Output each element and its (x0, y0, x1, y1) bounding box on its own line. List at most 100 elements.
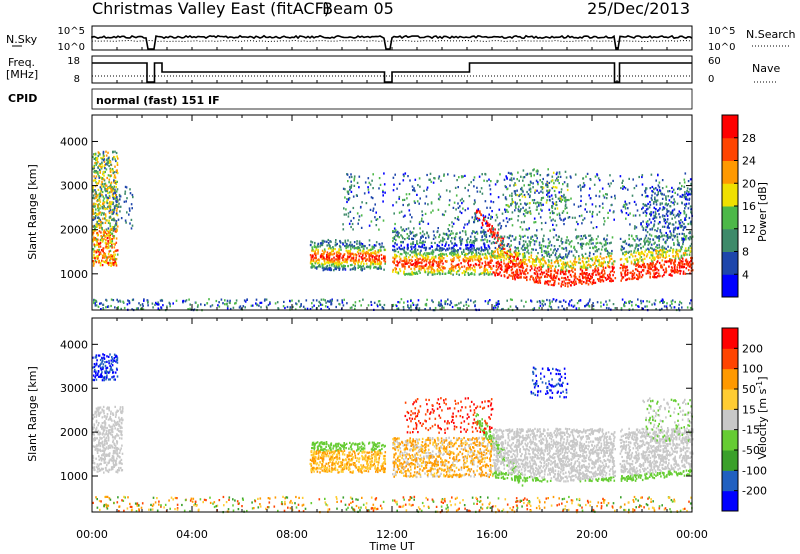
heatmap-cell (326, 264, 328, 267)
heatmap-cell (454, 238, 456, 241)
heatmap-cell (541, 257, 544, 260)
heatmap-cell (569, 241, 571, 244)
heatmap-cell (637, 275, 639, 278)
heatmap-cell (471, 216, 474, 219)
heatmap-cell (507, 249, 510, 252)
heatmap-cell (502, 256, 504, 259)
heatmap-cell (579, 268, 582, 271)
heatmap-cell (490, 230, 493, 233)
heatmap-cell (372, 209, 374, 212)
heatmap-cell (499, 246, 501, 249)
heatmap-cell (491, 235, 494, 239)
heatmap-cell (206, 302, 208, 305)
heatmap-cell (494, 228, 496, 231)
heatmap-cell (634, 261, 636, 264)
heatmap-cell (597, 269, 600, 272)
heatmap-cell (542, 245, 545, 248)
heatmap-cell (102, 308, 105, 311)
heatmap-cell (222, 302, 224, 305)
heatmap-cell (100, 221, 102, 224)
heatmap-cell (598, 263, 600, 267)
heatmap-cell (468, 241, 471, 244)
heatmap-cell (628, 250, 630, 253)
heatmap-cell (103, 165, 106, 168)
heatmap-cell (515, 236, 517, 239)
heatmap-cell (507, 266, 510, 270)
heatmap-cell (402, 264, 405, 267)
heatmap-cell (382, 194, 384, 197)
heatmap-cell (446, 260, 448, 263)
heatmap-cell (358, 258, 360, 261)
heatmap-cell (587, 302, 589, 305)
heatmap-cell (488, 273, 491, 276)
heatmap-cell (98, 226, 101, 229)
heatmap-cell (466, 241, 468, 244)
heatmap-cell (102, 217, 104, 220)
heatmap-cell (364, 245, 366, 248)
heatmap-cell (130, 203, 133, 206)
heatmap-cell (294, 308, 297, 311)
heatmap-cell (589, 187, 591, 190)
heatmap-cell (434, 306, 437, 310)
heatmap-cell (570, 275, 573, 278)
heatmap-cell (489, 231, 492, 234)
heatmap-cell (475, 249, 477, 252)
heatmap-cell (565, 264, 568, 267)
heatmap-cell (349, 264, 352, 267)
heatmap-cell (562, 267, 565, 270)
heatmap-cell (345, 246, 347, 249)
heatmap-cell (450, 247, 453, 250)
heatmap-cell (672, 234, 675, 237)
heatmap-cell (458, 302, 460, 305)
heatmap-cell (320, 307, 322, 311)
heatmap-cell (668, 260, 670, 263)
heatmap-cell (637, 265, 640, 268)
heatmap-cell (602, 268, 605, 271)
heatmap-cell (115, 230, 118, 233)
heatmap-cell (349, 188, 351, 191)
heatmap-cell (432, 230, 435, 233)
heatmap-cell (669, 249, 671, 252)
heatmap-cell (539, 263, 542, 267)
heatmap-cell (360, 214, 363, 217)
heatmap-cell (403, 249, 405, 252)
heatmap-cell (681, 256, 683, 259)
heatmap-cell (481, 272, 483, 275)
heatmap-cell (352, 228, 354, 231)
heatmap-cell (94, 216, 97, 220)
heatmap-cell (259, 301, 261, 304)
heatmap-cell (98, 259, 100, 262)
heatmap-cell (344, 267, 346, 270)
heatmap-cell (496, 248, 498, 251)
heatmap-cell (541, 272, 544, 275)
heatmap-cell (687, 237, 690, 240)
heatmap-cell (112, 187, 115, 190)
heatmap-cell (101, 222, 104, 225)
heatmap-cell (607, 254, 610, 257)
heatmap-cell (633, 200, 636, 203)
heatmap-cell (393, 235, 396, 239)
heatmap-cell (423, 243, 426, 246)
heatmap-cell (467, 298, 469, 301)
heatmap-cell (587, 243, 590, 246)
heatmap-cell (545, 280, 548, 283)
heatmap-cell (651, 260, 653, 263)
heatmap-cell (209, 305, 212, 308)
heatmap-cell (558, 245, 561, 248)
heatmap-cell (585, 203, 587, 206)
heatmap-cell (375, 266, 377, 269)
heatmap-cell (632, 273, 634, 276)
heatmap-cell (560, 266, 563, 269)
heatmap-cell (556, 275, 558, 278)
heatmap-cell (508, 237, 510, 240)
heatmap-cell (600, 305, 602, 308)
heatmap-cell (593, 261, 596, 264)
heatmap-cell (504, 251, 507, 254)
heatmap-cell (322, 298, 325, 301)
heatmap-cell (368, 239, 371, 242)
heatmap-cell (551, 278, 554, 281)
heatmap-cell (638, 239, 641, 242)
heatmap-cell (101, 211, 103, 215)
heatmap-cell (676, 271, 679, 274)
heatmap-cell (517, 274, 520, 277)
